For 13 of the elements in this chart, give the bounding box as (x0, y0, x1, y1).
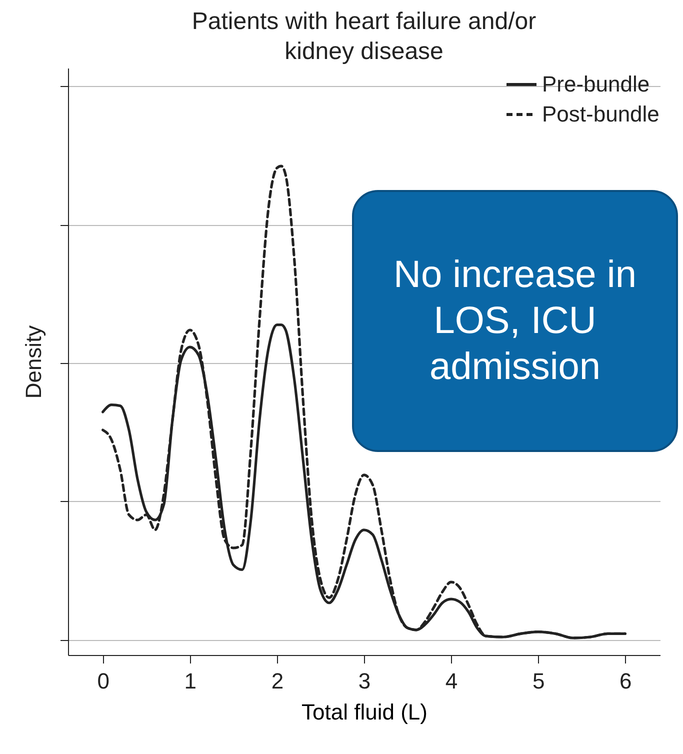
chart-title: Patients with heart failure and/or kidney disease (192, 8, 536, 65)
x-tick-label: 1 (184, 668, 197, 694)
x-tick-label: 5 (532, 668, 545, 694)
legend-label: Post-bundle (542, 102, 660, 126)
y-axis-title: Density (21, 325, 46, 399)
x-tick-label: 2 (271, 668, 284, 694)
x-tick-label: 6 (620, 668, 632, 694)
x-tick-label: 4 (445, 668, 458, 694)
x-tick-label: 3 (358, 668, 371, 694)
callout-box: No increase in LOS, ICU admission (352, 190, 678, 452)
x-axis-title: Total fluid (L) (302, 700, 428, 724)
x-tick-label: 0 (97, 668, 110, 694)
legend-label: Pre-bundle (542, 72, 650, 96)
